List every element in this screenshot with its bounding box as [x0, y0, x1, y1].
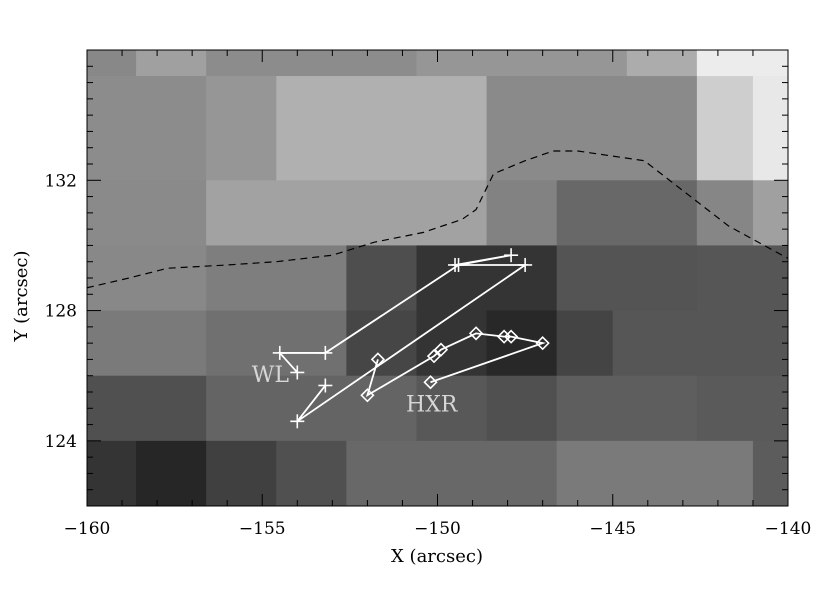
- y-axis-label: Y (arcsec): [11, 250, 32, 342]
- image-pixel-r4-c3: [416, 310, 488, 377]
- hxr-series-line: [365, 332, 547, 398]
- image-pixel-r0-c0: [87, 50, 137, 77]
- wl-series-point-6: [518, 257, 533, 272]
- x-tick-label-0: −160: [64, 519, 111, 539]
- x-tick-label-3: −145: [589, 519, 636, 539]
- tick-labels: −160 −155 −150 −145 −140 124 128 132: [45, 171, 812, 539]
- image-pixel-r3-c0: [87, 245, 207, 312]
- wl-series-point-1: [272, 345, 287, 360]
- image-pixel-r0-c5: [696, 50, 789, 77]
- image-pixel-r2-c3: [556, 180, 698, 246]
- image-pixel-r0-c2: [206, 50, 417, 77]
- dashed-contour-layer: [86, 150, 789, 289]
- image-pixel-r1-c0: [87, 76, 207, 181]
- image-pixel-r5-c3: [486, 375, 558, 442]
- image-pixel-r6-c4: [346, 440, 558, 507]
- hxr-label: HXR: [406, 393, 459, 418]
- wl-series-point-7: [290, 414, 305, 429]
- hxr-series-point-0: [370, 352, 386, 367]
- image-pixel-r5-c4: [556, 375, 698, 442]
- y-tick-label-0: 124: [45, 432, 77, 452]
- trajectory-layer: [272, 248, 550, 429]
- y-tick-label-2: 132: [45, 171, 77, 191]
- hxr-series-point-8: [423, 375, 438, 390]
- hxr-series-point-3: [433, 342, 449, 357]
- image-pixel-r2-c2: [486, 180, 558, 246]
- image-pixel-r4-c6: [612, 310, 789, 377]
- wl-label: WL: [252, 363, 290, 388]
- image-pixel-r6-c2: [206, 440, 277, 507]
- image-pixel-r1-c2: [276, 76, 488, 181]
- image-pixel-r3-c4: [556, 245, 698, 312]
- image-pixel-r4-c2: [346, 310, 417, 377]
- image-pixel-r4-c5: [556, 310, 614, 377]
- hxr-series-point-7: [535, 336, 550, 351]
- image-pixel-r6-c3: [276, 440, 347, 507]
- image-pixel-r6-c0: [87, 440, 137, 507]
- wl-series-point-4: [504, 248, 519, 263]
- series-labels: WL HXR: [252, 363, 459, 417]
- image-pixel-r4-c4: [486, 310, 558, 377]
- x-tick-label-4: −140: [765, 519, 812, 539]
- image-pixel-r0-c4: [626, 50, 698, 77]
- hxr-series-point-6: [503, 329, 519, 344]
- image-pixel-r1-c3: [486, 76, 698, 181]
- image-pixel-r2-c4: [696, 180, 754, 246]
- image-pixel-r3-c1: [206, 245, 347, 312]
- wl-series-point-0: [290, 365, 305, 380]
- image-pixel-r5-c5: [696, 375, 789, 442]
- wl-series-point-2: [318, 345, 333, 360]
- image-pixel-r5-c0: [87, 375, 207, 442]
- image-pixel-r4-c0: [87, 310, 207, 377]
- y-tick-label-1: 128: [45, 302, 77, 322]
- wl-series-point-8: [318, 378, 333, 393]
- hxr-series-point-2: [426, 349, 442, 364]
- hxr-series-point-1: [360, 388, 375, 403]
- axis-ticks: [86, 49, 789, 507]
- image-pixel-r6-c1: [136, 440, 207, 507]
- wl-series-point-5: [448, 257, 463, 272]
- dashed-contour-line: [86, 150, 789, 289]
- image-pixel-r3-c2: [346, 245, 417, 312]
- image-pixel-r1-c1: [206, 76, 277, 181]
- grayscale-image: [87, 50, 789, 507]
- image-pixel-r0-c3: [416, 50, 628, 77]
- image-pixel-r4-c1: [206, 310, 347, 377]
- image-pixel-r0-c1: [136, 50, 207, 77]
- image-pixel-r6-c5: [556, 440, 754, 507]
- x-tick-label-1: −155: [239, 519, 286, 539]
- x-tick-label-2: −150: [414, 519, 461, 539]
- x-axis-label: X (arcsec): [391, 546, 483, 567]
- image-pixel-r3-c5: [696, 245, 789, 312]
- hxr-series-point-4: [468, 326, 484, 341]
- image-pixel-r1-c5: [752, 76, 789, 181]
- image-pixel-r2-c1: [206, 180, 488, 246]
- image-pixel-r2-c0: [87, 180, 207, 246]
- image-pixel-r1-c4: [696, 76, 754, 181]
